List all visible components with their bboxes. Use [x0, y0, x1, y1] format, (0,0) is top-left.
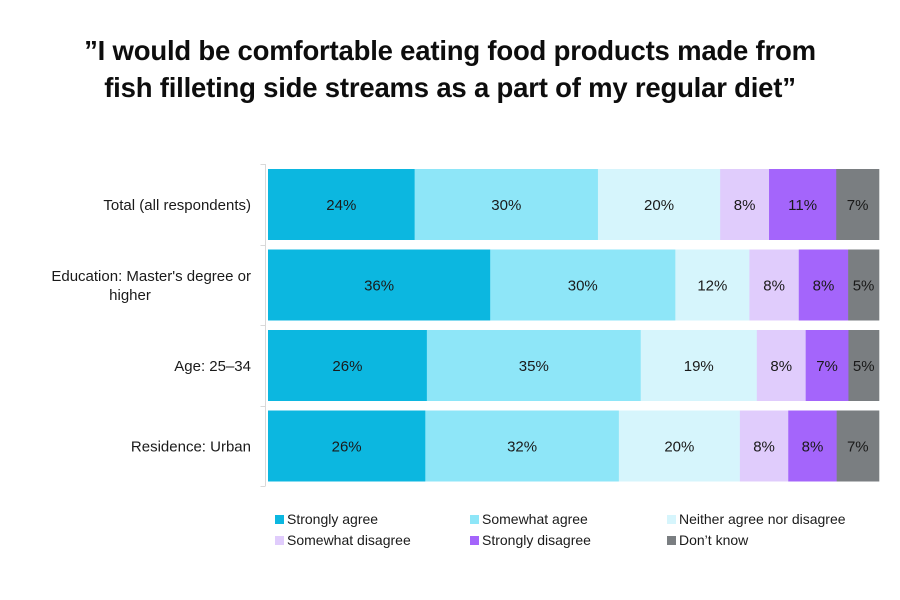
bar-segment	[836, 410, 880, 482]
data-label: 32%	[507, 439, 537, 456]
bar-segment	[640, 330, 758, 401]
bar-segment	[805, 330, 849, 401]
bar-row: 24% 30% 20% 8% 11% 7%	[268, 169, 880, 240]
bar-segment	[268, 169, 415, 240]
bars: 24% 30% 20% 8% 11% 7% 36% 30% 12% 8% 8% 5% 26% 35% 19%…	[268, 169, 880, 482]
legend-label: Strongly agree	[287, 511, 379, 527]
category-label-line: higher	[109, 287, 151, 304]
data-label: 24%	[326, 197, 356, 214]
data-label: 8%	[802, 439, 824, 456]
legend-swatch-neither	[667, 515, 676, 524]
legend-item-somewhat-disagree: Somewhat disagree	[275, 532, 411, 548]
category-label: Education: Master's degree or higher	[51, 268, 251, 304]
data-label: 30%	[491, 197, 521, 214]
bar-segment	[836, 169, 880, 240]
legend-item-dont-know: Don’t know	[667, 532, 748, 548]
category-labels: Total (all respondents) Education: Master…	[51, 197, 251, 456]
chart-title: ”I would be comfortable eating food prod…	[0, 32, 900, 106]
category-label-line: Age: 25–34	[174, 358, 251, 375]
legend-swatch-strongly-disagree	[470, 536, 479, 545]
bar-segment	[756, 330, 806, 401]
category-label: Total (all respondents)	[103, 197, 251, 214]
legend-item-neither: Neither agree nor disagree	[667, 511, 846, 527]
bar-segment	[798, 249, 849, 321]
bar-row: 26% 32% 20% 8% 8% 7%	[268, 410, 880, 482]
bar-segment	[268, 330, 428, 401]
data-label: 8%	[813, 278, 835, 295]
data-label: 5%	[853, 358, 875, 375]
legend-label: Strongly disagree	[482, 532, 591, 548]
legend-item-somewhat-agree: Somewhat agree	[470, 511, 588, 527]
bar-row: 26% 35% 19% 8% 7% 5%	[268, 330, 880, 401]
legend-label: Don’t know	[679, 532, 749, 548]
bar-segment	[739, 410, 789, 482]
category-label: Residence: Urban	[131, 439, 251, 456]
data-label: 7%	[816, 358, 838, 375]
bar-segment	[597, 169, 721, 240]
category-label-line: Education: Master's degree or	[51, 268, 251, 285]
chart-title-line-1: ”I would be comfortable eating food prod…	[84, 35, 816, 66]
bar-segment	[848, 330, 880, 401]
bar-segment	[426, 330, 642, 401]
category-label-line: Residence: Urban	[131, 439, 251, 456]
data-label: 8%	[734, 197, 756, 214]
bar-segment	[848, 249, 880, 321]
legend-swatch-dont-know	[667, 536, 676, 545]
bar-segment	[268, 249, 491, 321]
legend-label: Somewhat agree	[482, 511, 588, 527]
bar-segment	[769, 169, 837, 240]
data-label: 5%	[853, 278, 875, 295]
category-label-line: Total (all respondents)	[103, 197, 251, 214]
data-label: 8%	[753, 439, 775, 456]
data-label: 26%	[332, 439, 362, 456]
legend-label: Neither agree nor disagree	[679, 511, 846, 527]
category-axis	[260, 164, 266, 487]
data-label: 8%	[770, 358, 792, 375]
bar-segment	[414, 169, 599, 240]
category-label: Age: 25–34	[174, 358, 251, 375]
bar-segment	[490, 249, 676, 321]
data-label: 19%	[684, 358, 714, 375]
legend-label: Somewhat disagree	[287, 532, 411, 548]
data-label: 36%	[364, 278, 394, 295]
data-label: 8%	[763, 278, 785, 295]
data-label: 20%	[664, 439, 694, 456]
chart-title-line-2: fish filleting side streams as a part of…	[104, 72, 796, 103]
data-label: 20%	[644, 197, 674, 214]
data-label: 7%	[847, 197, 869, 214]
legend-item-strongly-agree: Strongly agree	[275, 511, 378, 527]
data-label: 30%	[568, 278, 598, 295]
legend-swatch-somewhat-agree	[470, 515, 479, 524]
bar-segment	[675, 249, 750, 321]
bar-row: 36% 30% 12% 8% 8% 5%	[268, 249, 880, 321]
data-label: 7%	[847, 439, 869, 456]
bar-segment	[788, 410, 837, 482]
bar-segment	[720, 169, 770, 240]
data-label: 11%	[788, 197, 817, 214]
bar-segment	[749, 249, 800, 321]
legend-item-strongly-disagree: Strongly disagree	[470, 532, 591, 548]
bar-segment	[425, 410, 620, 482]
legend-swatch-strongly-agree	[275, 515, 284, 524]
bar-segment	[268, 410, 426, 482]
bar-segment	[618, 410, 741, 482]
data-label: 26%	[332, 358, 362, 375]
data-label: 35%	[519, 358, 549, 375]
legend-swatch-somewhat-disagree	[275, 536, 284, 545]
data-label: 12%	[697, 278, 727, 295]
